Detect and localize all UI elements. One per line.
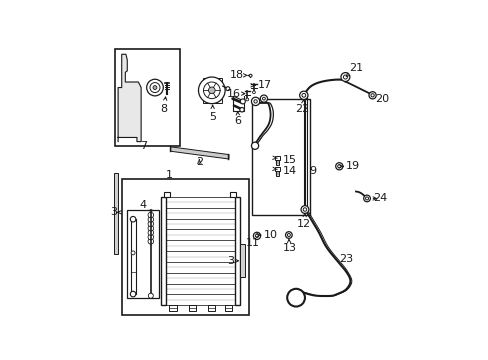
Circle shape	[262, 97, 265, 100]
Circle shape	[239, 108, 244, 112]
Circle shape	[198, 77, 224, 104]
Text: 12: 12	[297, 213, 311, 229]
Bar	[276, 159, 279, 165]
Text: 14: 14	[272, 166, 296, 176]
Circle shape	[255, 234, 258, 238]
Text: 1: 1	[165, 170, 172, 180]
Circle shape	[260, 95, 267, 102]
Circle shape	[286, 289, 305, 307]
Text: 21: 21	[346, 63, 363, 76]
Bar	[163, 192, 170, 197]
Text: 7: 7	[140, 141, 147, 151]
Bar	[130, 219, 135, 294]
Bar	[115, 49, 180, 146]
Circle shape	[148, 239, 153, 244]
Bar	[275, 167, 280, 171]
Circle shape	[148, 234, 153, 240]
Text: 13: 13	[282, 239, 296, 253]
Circle shape	[148, 217, 153, 222]
Bar	[127, 210, 159, 298]
Text: 9: 9	[308, 166, 315, 176]
Circle shape	[253, 100, 257, 103]
Circle shape	[252, 91, 255, 94]
Circle shape	[240, 99, 245, 104]
Circle shape	[253, 232, 260, 239]
Text: 11: 11	[245, 238, 259, 248]
Bar	[208, 305, 215, 311]
Bar	[251, 99, 309, 215]
Circle shape	[251, 97, 259, 105]
Text: 23: 23	[339, 255, 353, 264]
Bar	[203, 78, 221, 103]
Text: 2: 2	[195, 157, 203, 167]
Text: 16: 16	[226, 89, 244, 99]
Bar	[122, 179, 249, 315]
Text: 3: 3	[110, 207, 121, 217]
Bar	[114, 174, 118, 254]
Circle shape	[146, 79, 163, 96]
Circle shape	[148, 230, 153, 235]
Text: 4: 4	[140, 201, 146, 210]
Circle shape	[287, 234, 290, 237]
Circle shape	[148, 293, 153, 298]
Circle shape	[150, 82, 160, 93]
Polygon shape	[118, 54, 141, 141]
Circle shape	[251, 142, 258, 149]
Circle shape	[249, 74, 251, 77]
Circle shape	[130, 291, 136, 297]
Circle shape	[285, 232, 292, 238]
Bar	[160, 197, 165, 305]
Text: 20: 20	[374, 94, 388, 104]
Text: 3: 3	[227, 256, 238, 266]
Text: 8: 8	[160, 97, 167, 114]
Circle shape	[343, 75, 346, 79]
Bar	[188, 305, 196, 311]
Bar	[234, 197, 239, 305]
Circle shape	[337, 165, 340, 168]
Text: 22: 22	[295, 100, 309, 114]
Bar	[230, 192, 236, 197]
Circle shape	[245, 98, 248, 101]
Text: 6: 6	[234, 112, 241, 126]
Circle shape	[363, 195, 369, 202]
Circle shape	[335, 163, 342, 170]
Text: 10: 10	[256, 230, 277, 240]
Text: 24: 24	[372, 193, 386, 203]
Bar	[276, 171, 279, 176]
Circle shape	[365, 197, 368, 200]
Circle shape	[208, 87, 215, 94]
Circle shape	[302, 94, 305, 97]
Text: 15: 15	[272, 155, 296, 165]
Circle shape	[301, 206, 308, 213]
Text: 19: 19	[338, 161, 360, 171]
Bar	[169, 305, 176, 311]
Circle shape	[303, 208, 306, 211]
Text: 18: 18	[229, 70, 246, 80]
Circle shape	[148, 225, 153, 231]
Text: 5: 5	[209, 105, 216, 122]
Circle shape	[368, 92, 375, 99]
Circle shape	[148, 221, 153, 226]
Bar	[224, 305, 232, 311]
Circle shape	[203, 82, 220, 99]
Circle shape	[225, 87, 229, 91]
Bar	[239, 244, 244, 278]
Circle shape	[299, 91, 307, 99]
Circle shape	[148, 212, 153, 218]
Circle shape	[340, 73, 349, 81]
Circle shape	[131, 251, 135, 255]
Circle shape	[153, 86, 157, 90]
Text: 17: 17	[250, 80, 272, 90]
Bar	[275, 156, 280, 159]
Circle shape	[130, 216, 136, 222]
Circle shape	[370, 94, 373, 97]
